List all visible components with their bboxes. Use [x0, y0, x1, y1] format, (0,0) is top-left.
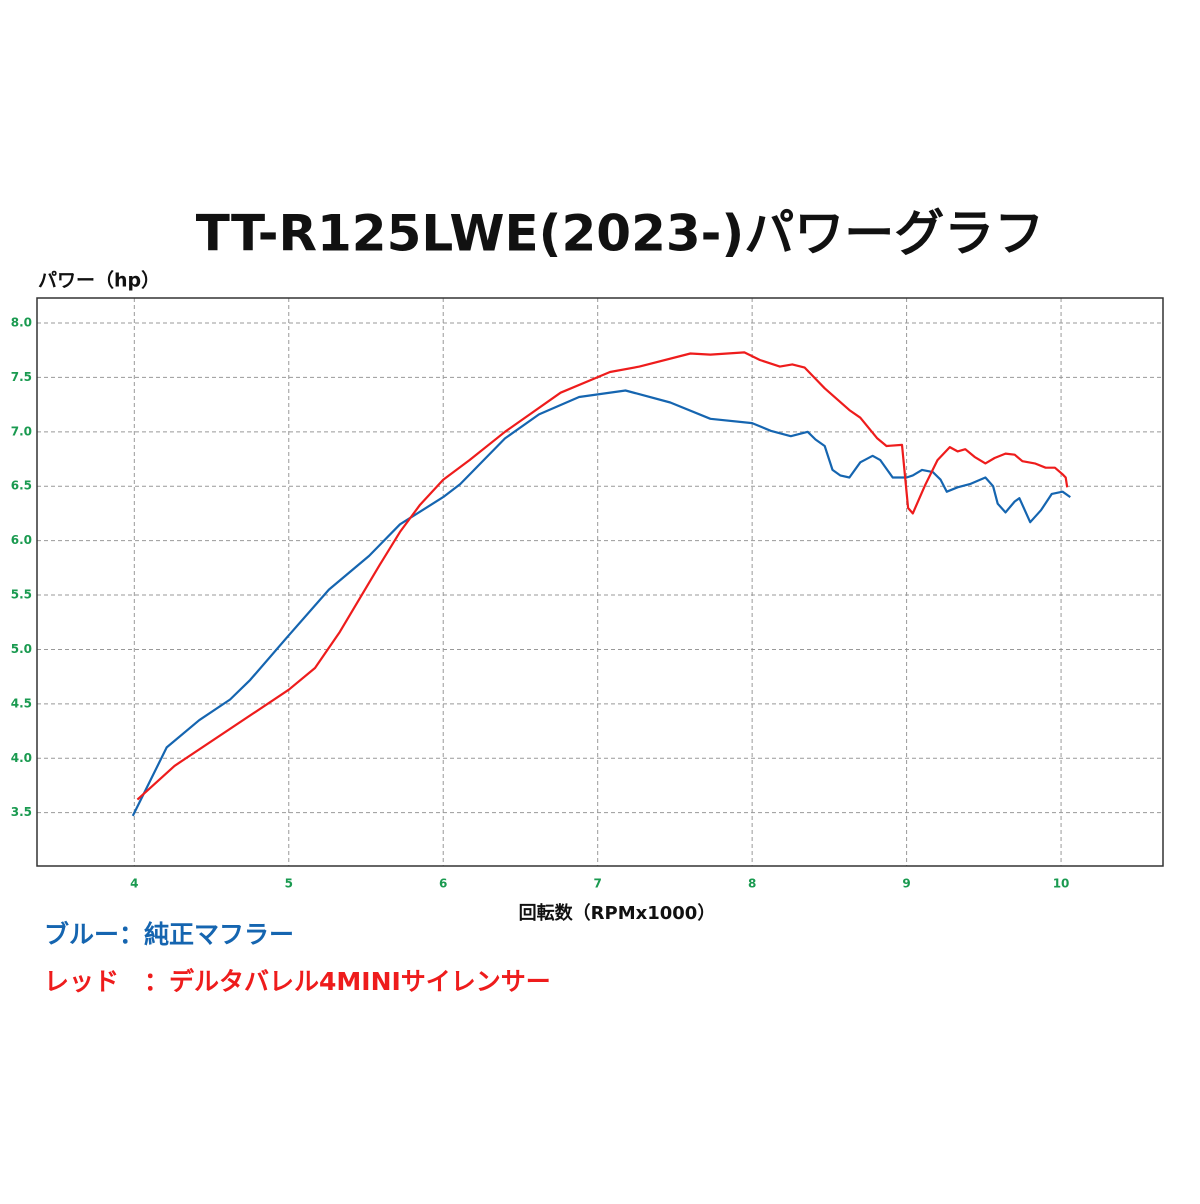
y-tick-label: 5.0	[11, 642, 32, 656]
y-tick-label: 4.0	[11, 751, 32, 765]
x-tick-label: 5	[285, 877, 293, 891]
legend-entry: レッド ：デルタバレル4MINIサイレンサー	[44, 967, 551, 996]
y-tick-label: 8.0	[11, 316, 32, 330]
series-line	[131, 389, 1071, 817]
plot-frame	[36, 297, 1164, 867]
series-line	[136, 351, 1069, 801]
x-tick-label: 9	[902, 877, 910, 891]
y-tick-label: 3.5	[11, 805, 32, 819]
x-tick-label: 6	[439, 877, 447, 891]
y-axis-label: パワー（hp）	[38, 269, 160, 292]
x-tick-label: 7	[594, 877, 602, 891]
y-tick-label: 7.5	[11, 370, 32, 384]
legend-entry: ブルー：純正マフラー	[44, 920, 294, 949]
x-tick-label: 4	[130, 877, 138, 891]
y-tick-label: 6.0	[11, 533, 32, 547]
y-tick-label: 4.5	[11, 696, 32, 710]
x-tick-label: 8	[748, 877, 756, 891]
y-tick-label: 6.5	[11, 479, 32, 493]
y-tick-label: 7.0	[11, 424, 32, 438]
x-axis-label: 回転数（RPMx1000）	[519, 902, 716, 924]
y-tick-label: 5.5	[11, 588, 32, 602]
x-tick-label: 10	[1053, 877, 1070, 891]
chart-title: TT-R125LWE(2023-)パワーグラフ	[196, 205, 1045, 263]
